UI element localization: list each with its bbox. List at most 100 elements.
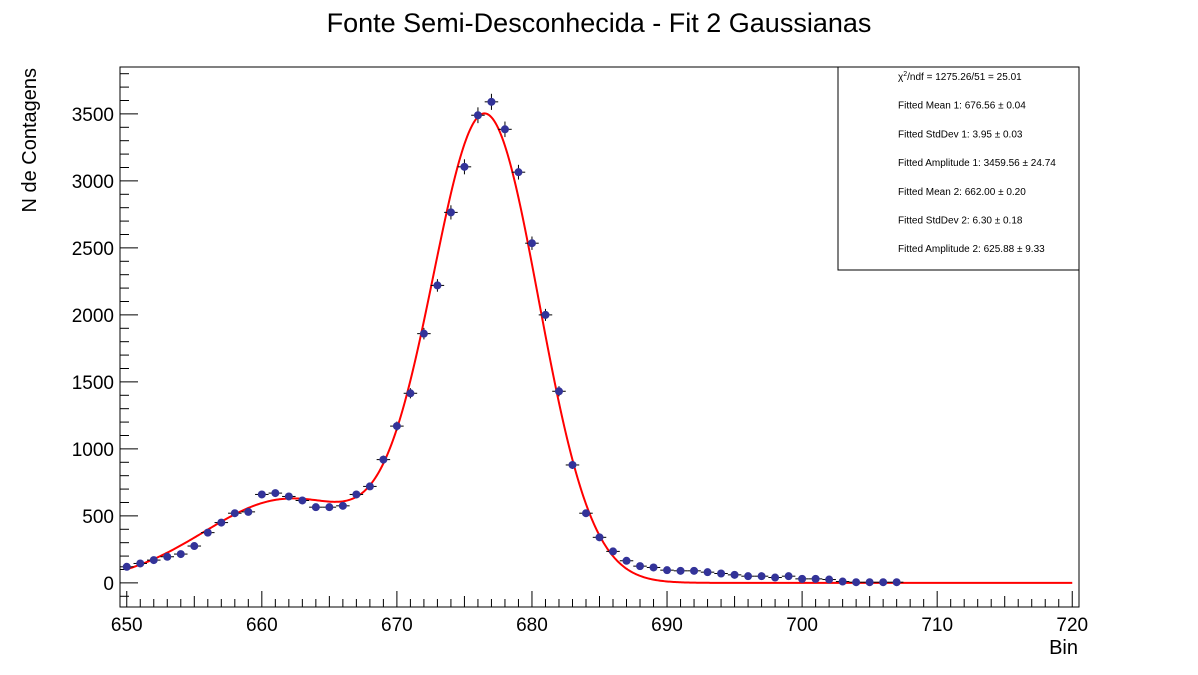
data-marker [230, 509, 239, 518]
data-marker [811, 574, 820, 583]
data-point [201, 528, 215, 537]
data-marker [419, 329, 428, 338]
data-marker [406, 389, 415, 398]
stats-box-frame [837, 66, 1080, 271]
data-point [174, 550, 188, 559]
x-tick-label: 670 [381, 615, 413, 636]
data-marker [433, 281, 442, 290]
data-points-group [120, 93, 904, 587]
data-point [282, 492, 296, 501]
data-marker [176, 550, 185, 559]
data-point [754, 572, 769, 581]
stats-box: χ2/ndf = 1275.26/51 = 25.01 Fitted Mean 1… [837, 66, 1080, 271]
data-marker [365, 482, 374, 491]
data-point [268, 489, 283, 498]
data-marker [730, 570, 739, 579]
y-tick-label: 2000 [72, 306, 114, 327]
chart-title: Fonte Semi-Desconhecida - Fit 2 Gaussian… [327, 8, 872, 38]
data-marker [136, 559, 145, 568]
data-point [889, 578, 904, 587]
data-point [295, 496, 310, 505]
data-marker [190, 542, 199, 551]
x-tick-label: 690 [651, 615, 683, 636]
data-point [552, 386, 566, 397]
data-point [471, 107, 485, 124]
data-marker [338, 501, 347, 510]
axes: 650 660 670 680 690 700 710 720 0 500 1000 1500 2000… [72, 73, 1088, 636]
stats-line: Fitted Mean 1: 676.56 ± 0.04 [898, 101, 1026, 112]
data-point [417, 327, 431, 340]
y-tick-label: 500 [82, 507, 114, 528]
data-marker [838, 577, 847, 586]
data-marker [352, 490, 361, 499]
data-marker [298, 496, 307, 505]
data-point [430, 279, 445, 292]
stats-line: Fitted StdDev 1: 3.95 ± 0.03 [898, 129, 1023, 140]
y-axis-label: N de Contagens [19, 68, 41, 213]
data-marker [541, 310, 550, 319]
data-point [511, 164, 526, 180]
data-point [525, 236, 539, 250]
data-point [741, 572, 755, 581]
data-marker [554, 387, 563, 396]
data-marker [163, 552, 172, 561]
data-marker [825, 575, 834, 584]
x-axis-label: Bin [1049, 637, 1078, 659]
data-marker [771, 573, 780, 582]
data-point [687, 566, 701, 575]
data-point [255, 490, 269, 499]
data-point [565, 460, 580, 469]
data-marker [609, 547, 618, 556]
data-marker [311, 503, 320, 512]
data-point [673, 566, 688, 575]
data-point [795, 574, 809, 583]
data-marker [892, 578, 901, 587]
data-marker [244, 507, 253, 516]
data-marker [122, 562, 131, 571]
data-marker [487, 97, 496, 106]
data-point [187, 542, 202, 551]
data-marker [622, 556, 631, 565]
data-marker [581, 509, 590, 518]
data-marker [568, 460, 577, 469]
data-marker [473, 111, 482, 120]
x-tick-label: 710 [921, 615, 953, 636]
data-point [714, 569, 728, 578]
data-point [228, 509, 242, 518]
data-point [147, 556, 161, 565]
x-tick-label: 680 [516, 615, 548, 636]
y-tick-label: 1000 [72, 440, 114, 461]
data-point [322, 503, 337, 512]
data-marker [865, 578, 874, 587]
data-point [822, 575, 836, 584]
data-point [835, 577, 850, 586]
x-tick-label: 720 [1056, 615, 1088, 636]
data-point [538, 308, 553, 321]
data-point [498, 121, 512, 138]
data-point [376, 455, 391, 464]
data-marker [852, 578, 861, 587]
data-marker [149, 556, 158, 565]
y-tick-label: 0 [103, 574, 114, 595]
y-tick-label: 2500 [72, 239, 114, 260]
data-point [579, 509, 593, 518]
data-point [633, 562, 647, 571]
data-marker [636, 562, 645, 571]
data-marker [798, 574, 807, 583]
data-point [660, 566, 674, 575]
stats-line: Fitted Amplitude 1: 3459.56 ± 24.74 [898, 158, 1056, 169]
x-tick-label: 700 [786, 615, 818, 636]
data-point [214, 518, 229, 527]
data-marker [690, 566, 699, 575]
data-point [808, 574, 823, 583]
data-marker [325, 503, 334, 512]
data-marker [392, 422, 401, 431]
data-point [160, 552, 175, 561]
data-point [363, 482, 377, 491]
data-marker [703, 568, 712, 577]
y-tick-label: 3000 [72, 172, 114, 193]
data-marker [879, 578, 888, 587]
stats-line: Fitted StdDev 2: 6.30 ± 0.18 [898, 216, 1023, 227]
y-tick-label: 1500 [72, 373, 114, 394]
